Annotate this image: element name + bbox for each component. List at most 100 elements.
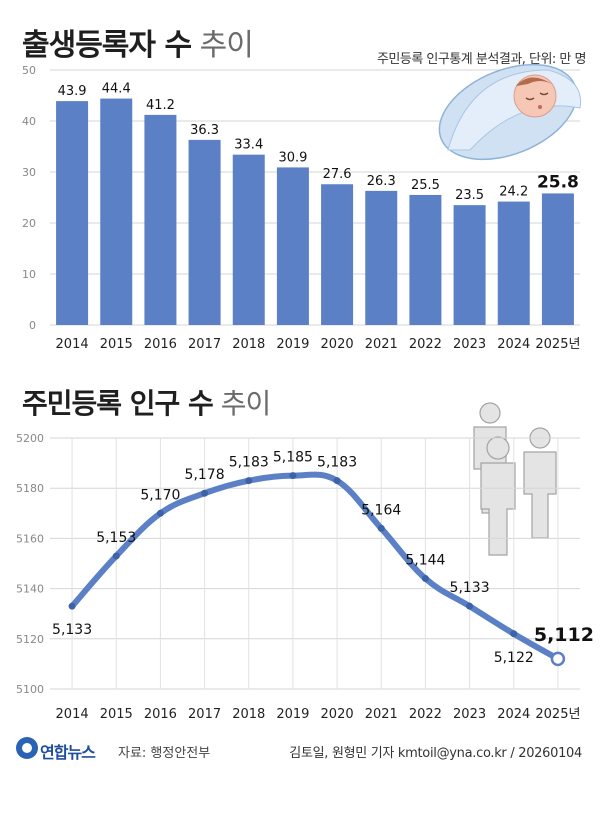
bar-y-tick-label: 50 (22, 64, 36, 77)
line-x-tick-label: 2022 (409, 707, 442, 722)
line-x-tick-label: 2014 (56, 707, 89, 722)
bar-2023 (453, 205, 486, 325)
line-point-2024 (510, 630, 518, 638)
bar-y-tick-label: 10 (22, 268, 36, 281)
bar-x-tick-label: 2014 (56, 337, 89, 352)
line-y-tick-label: 5120 (16, 633, 44, 646)
bar-x-tick-label: 2016 (144, 337, 177, 352)
line-data-label: 5,153 (96, 530, 136, 546)
line-x-tick-label: 2024 (497, 707, 530, 722)
line-data-label: 5,164 (361, 502, 401, 518)
bar-data-label: 33.4 (234, 138, 263, 153)
bar-x-tick-label: 2022 (409, 337, 442, 352)
line-data-label: 5,178 (185, 467, 225, 483)
bar-data-label: 36.3 (190, 123, 219, 138)
bar-data-label: 24.2 (499, 185, 528, 200)
line-point-2016 (156, 509, 164, 517)
sleeping-baby-icon (438, 63, 582, 161)
bar-data-label: 25.8 (537, 172, 579, 192)
bar-y-tick-label: 20 (22, 217, 36, 230)
bar-2015 (100, 98, 133, 325)
bar-2020 (321, 184, 354, 325)
line-point-2017 (201, 489, 209, 497)
line-data-label: 5,112 (534, 624, 594, 646)
line-x-tick-label: 2025년 (535, 707, 580, 722)
bar-data-label: 25.5 (411, 178, 440, 193)
bar-x-tick-label: 2015 (100, 337, 133, 352)
line-data-label: 5,183 (317, 455, 357, 471)
bar-x-tick-label: 2020 (321, 337, 354, 352)
line-point-2020 (333, 477, 341, 485)
line-x-tick-label: 2020 (321, 707, 354, 722)
line-data-label: 5,133 (450, 580, 490, 596)
charts-canvas: 0 10 20 30 40 50 43.9 2014 44.4 2015 41.2 2016 36.3 2… (16, 63, 594, 722)
bar-x-tick-label: 2025년 (535, 337, 580, 352)
yonhap-logo-icon (16, 737, 38, 759)
line-chart-title-sub: 추이 (220, 387, 272, 420)
line-x-tick-label: 2017 (188, 707, 221, 722)
line-point-2022 (421, 575, 429, 583)
bar-2021 (365, 190, 398, 325)
bar-x-tick-label: 2021 (365, 337, 398, 352)
author-credit: 김토일, 원형민 기자 kmtoil@yna.co.kr / 20260104 (289, 746, 582, 761)
bar-x-tick-label: 2017 (188, 337, 221, 352)
line-chart-title-main: 주민등록 인구 수 (22, 387, 214, 420)
bar-chart-title-main: 출생등록자 수 (22, 28, 192, 63)
line-data-label: 5,122 (494, 650, 534, 666)
line-y-tick-label: 5200 (16, 432, 44, 445)
line-point-2023 (466, 602, 474, 610)
bar-y-tick-label: 30 (22, 166, 36, 179)
people-group-icon (473, 402, 557, 556)
bar-x-tick-label: 2023 (453, 337, 486, 352)
bar-2025년 (541, 193, 574, 325)
bar-data-label: 43.9 (58, 84, 87, 99)
yonhap-logo-text: 연합뉴스 (40, 743, 96, 762)
line-data-label: 5,144 (405, 553, 445, 569)
data-source: 자료: 행정안전부 (118, 746, 211, 761)
line-point-2025년 (550, 651, 566, 667)
bar-chart-title-sub: 추이 (199, 28, 254, 63)
line-point-2018 (245, 477, 253, 485)
bar-data-label: 23.5 (455, 188, 484, 203)
bar-chart-title: 출생등록자 수 추이 (22, 20, 254, 64)
bar-2018 (232, 154, 265, 325)
line-x-tick-label: 2019 (276, 707, 309, 722)
bar-2019 (276, 167, 309, 325)
bar-x-tick-label: 2024 (497, 337, 530, 352)
bar-2024 (497, 201, 530, 325)
bar-x-tick-label: 2018 (232, 337, 265, 352)
chart-subtitle: 주민등록 인구통계 분석결과, 단위: 만 명 (376, 52, 587, 67)
bar-2017 (188, 139, 221, 325)
bar-2016 (144, 114, 177, 325)
line-x-tick-label: 2018 (232, 707, 265, 722)
line-y-tick-label: 5100 (16, 683, 44, 696)
line-x-tick-label: 2015 (100, 707, 133, 722)
bar-chart (50, 69, 580, 326)
line-point-2019 (289, 472, 297, 480)
line-y-tick-label: 5180 (16, 482, 44, 495)
line-point-2021 (377, 524, 385, 532)
line-point-2015 (112, 552, 120, 560)
line-chart-title: 주민등록 인구 수 추이 (22, 382, 272, 422)
bar-data-label: 30.9 (278, 150, 307, 165)
line-data-label: 5,183 (229, 455, 269, 471)
bar-data-label: 26.3 (367, 174, 396, 189)
line-data-label: 5,170 (140, 487, 180, 503)
bar-data-label: 27.6 (323, 167, 352, 182)
bar-2014 (56, 101, 89, 325)
bar-data-label: 41.2 (146, 98, 175, 113)
bar-y-tick-label: 40 (22, 115, 36, 128)
line-x-tick-label: 2021 (365, 707, 398, 722)
line-y-tick-label: 5160 (16, 532, 44, 545)
line-x-tick-label: 2023 (453, 707, 486, 722)
line-point-2014 (68, 602, 76, 610)
bar-y-tick-label: 0 (29, 319, 36, 332)
line-y-tick-label: 5140 (16, 583, 44, 596)
bar-data-label: 44.4 (102, 82, 131, 97)
line-data-label: 5,133 (52, 622, 92, 638)
bar-2022 (409, 194, 442, 325)
line-x-tick-label: 2016 (144, 707, 177, 722)
bar-x-tick-label: 2019 (276, 337, 309, 352)
line-data-label: 5,185 (273, 450, 313, 466)
footer: 연합뉴스 자료: 행정안전부 김토일, 원형민 기자 kmtoil@yna.co… (0, 735, 600, 765)
